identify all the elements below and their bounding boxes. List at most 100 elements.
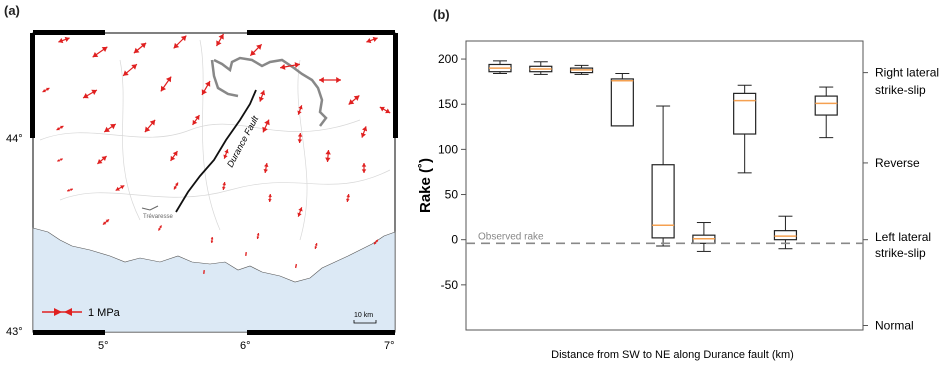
stress-arrow — [297, 132, 303, 144]
stress-arrow — [66, 188, 74, 192]
y-tick-label: 200 — [438, 52, 458, 66]
stress-arrow — [173, 182, 179, 190]
plot-frame — [465, 40, 864, 331]
stress-arrow — [58, 36, 70, 44]
stress-arrow — [173, 35, 187, 49]
map-roads — [39, 39, 391, 241]
right-label: Normal — [875, 318, 914, 332]
y-tick-label: 150 — [438, 97, 458, 111]
stress-arrow — [346, 193, 350, 203]
box-2 — [529, 61, 553, 75]
stress-arrow — [249, 43, 263, 57]
stress-arrow — [325, 149, 331, 163]
stress-arrow — [133, 42, 147, 54]
stress-arrow — [160, 76, 172, 92]
durance-fault — [175, 89, 257, 213]
stress-arrow — [215, 33, 225, 47]
legend-text: 1 MPa — [88, 307, 121, 319]
trevaresse-fault — [141, 205, 159, 211]
panel-a-label: (a) — [4, 3, 20, 18]
right-label: strike-slip — [875, 83, 926, 97]
box-6 — [692, 222, 716, 252]
box-7 — [733, 84, 757, 174]
box-4 — [610, 73, 634, 127]
box-body — [773, 230, 798, 241]
lon-label-5: 5° — [98, 340, 109, 352]
stress-arrow — [97, 155, 107, 165]
stress-arrow — [245, 251, 247, 257]
y-tick-label: 100 — [438, 142, 458, 156]
stress-arrow — [295, 263, 297, 269]
stress-arrow — [373, 239, 379, 245]
stress-arrow — [262, 119, 270, 133]
frame-bar-top-right — [247, 30, 395, 35]
box-5 — [651, 105, 675, 247]
stress-arrow — [348, 95, 360, 105]
stress-arrow — [256, 232, 260, 240]
frame-bar-bottom-left — [33, 330, 105, 335]
stress-arrow — [203, 269, 205, 275]
country-border-2 — [210, 59, 239, 98]
stress-arrow — [192, 114, 200, 126]
y-axis-ticks: -50 0 50 100 150 200 — [438, 52, 466, 292]
stress-map: 44° 43° 5° 6° 7° Durance Fault Trévaress… — [6, 30, 398, 352]
stress-arrow — [115, 184, 125, 192]
stress-arrow — [280, 62, 300, 70]
lat-label-44: 44° — [6, 133, 23, 145]
stress-arrow — [366, 36, 378, 44]
stress-arrow — [42, 87, 50, 93]
stress-arrow — [57, 158, 63, 162]
stress-arrow — [157, 225, 163, 231]
stress-arrow — [297, 105, 303, 115]
town-label: Trévaresse — [143, 214, 173, 220]
frame-bar-bottom-right — [247, 330, 395, 335]
frame-bar-top-left — [33, 30, 105, 35]
stress-arrow — [92, 46, 108, 58]
observed-rake-label: Observed rake — [478, 231, 544, 242]
y-axis-label: Rake (˚) — [417, 158, 434, 213]
right-label: Right lateral — [875, 66, 939, 80]
y-tick-label: -50 — [441, 278, 459, 292]
panel-b-label: (b) — [433, 7, 450, 22]
box-body — [651, 164, 675, 239]
y-tick-label: 0 — [451, 233, 458, 247]
right-labels: Right lateral strike-slip Reverse Left late… — [863, 66, 939, 332]
stress-arrow — [314, 242, 318, 250]
right-label: strike-slip — [875, 246, 926, 260]
stress-arrow — [102, 218, 110, 226]
stress-arrow — [258, 90, 266, 102]
stress-arrow — [170, 150, 178, 162]
box-body — [814, 95, 838, 116]
lon-label-7: 7° — [384, 340, 395, 352]
stress-arrow — [82, 89, 98, 99]
scalebar-text: 10 km — [354, 312, 373, 319]
right-label: Reverse — [875, 156, 920, 170]
stress-arrow — [223, 149, 229, 159]
lon-label-6: 6° — [240, 340, 251, 352]
stress-arrow — [56, 125, 64, 131]
stress-arrow — [263, 162, 269, 174]
rake-boxplot: -50 0 50 100 150 200 Right lateral strike-slip… — [417, 40, 939, 361]
frame-bar-left — [30, 33, 35, 138]
stress-arrow — [319, 77, 341, 83]
right-label: Left lateral — [875, 230, 931, 244]
y-tick-label: 50 — [445, 188, 459, 202]
stress-arrow — [201, 80, 211, 96]
box-9 — [814, 86, 838, 139]
country-border — [213, 56, 328, 127]
box-body — [733, 92, 757, 135]
stress-arrow — [222, 181, 226, 191]
stress-arrows — [42, 33, 391, 275]
stress-arrow — [268, 193, 272, 203]
frame-bar-right — [393, 33, 398, 138]
legend-arrow-icon — [42, 308, 82, 316]
x-axis-label: Distance from SW to NE along Durance fau… — [551, 349, 794, 361]
scalebar — [353, 320, 377, 324]
stress-arrow — [122, 63, 138, 77]
box-body — [610, 78, 634, 127]
box-8 — [773, 215, 798, 250]
box-3 — [569, 64, 594, 75]
stress-arrow — [361, 163, 367, 173]
stress-arrow — [210, 236, 214, 244]
boxes — [488, 60, 838, 252]
